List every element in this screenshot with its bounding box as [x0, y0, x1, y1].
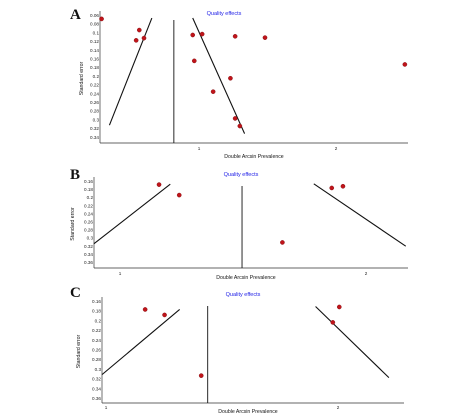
- x-axis-label: Double Arcsin Prevalence: [218, 409, 278, 415]
- funnel-right-line: [192, 17, 246, 134]
- study-point: [210, 89, 216, 94]
- x-tick-label: 2: [335, 146, 338, 151]
- study-point: [133, 38, 139, 43]
- x-tick-label: 2: [365, 271, 368, 276]
- x-tick-label: 1: [119, 271, 122, 276]
- study-point: [336, 304, 342, 310]
- funnel-left-line: [93, 183, 171, 245]
- chart-title: Quality effects: [224, 172, 259, 178]
- y-tick-label: 0.28: [90, 109, 99, 114]
- y-tick-label: 0.24: [90, 91, 99, 96]
- y-tick-label: 0.36: [84, 260, 93, 265]
- study-point: [176, 192, 182, 198]
- study-point: [136, 27, 142, 33]
- y-tick-label: 0.3: [93, 117, 100, 122]
- funnel-left-line: [101, 309, 181, 376]
- y-tick-label: 0.3: [95, 367, 102, 372]
- study-point: [329, 185, 335, 191]
- y-tick-label: 0.28: [92, 357, 101, 362]
- y-tick-label: 0.18: [84, 187, 93, 192]
- funnel-panel-c: C Quality effects 0.16 0.18 0.2 0.22 0.24 0.26 0…: [70, 285, 404, 415]
- y-tick-label: 0.22: [90, 83, 99, 88]
- funnel-right-line: [315, 306, 390, 379]
- y-tick-label: 0.08: [90, 22, 99, 27]
- y-tick-label: 0.12: [90, 39, 99, 44]
- study-point: [232, 116, 238, 121]
- y-tick-label: 0.18: [92, 309, 101, 314]
- y-axis-label: Standard error: [79, 62, 85, 96]
- y-tick-label: 0.34: [84, 252, 93, 257]
- funnel-right-line: [313, 183, 407, 247]
- panel-label: C: [70, 285, 81, 301]
- y-tick-label: 0.22: [84, 203, 93, 208]
- study-point: [228, 75, 233, 81]
- chart-title: Quality effects: [226, 292, 261, 298]
- study-point: [198, 373, 204, 378]
- y-tick-label: 0.18: [90, 65, 99, 70]
- study-point: [191, 58, 197, 64]
- study-point: [340, 183, 346, 189]
- y-tick-label: 0.2: [95, 318, 102, 323]
- x-tick-label: 2: [337, 405, 340, 410]
- y-tick-label: 0.1: [93, 30, 100, 35]
- y-axis-label: Standard error: [70, 207, 76, 241]
- study-point: [190, 32, 196, 38]
- panel-label: A: [70, 7, 81, 23]
- y-tick-label: 0.14: [90, 48, 99, 53]
- y-tick-label: 0.36: [92, 396, 101, 401]
- y-tick-label: 0.32: [92, 377, 101, 382]
- funnel-panel-a: A Quality effects 0.06 0.08 0.1 0.12 0.14 0.16 0…: [70, 7, 408, 160]
- study-point: [402, 62, 408, 67]
- y-tick-label: 0.22: [92, 328, 101, 333]
- study-point: [141, 35, 147, 41]
- y-tick-label: 0.3: [87, 236, 94, 241]
- y-tick-label: 0.2: [93, 74, 100, 79]
- y-tick-label: 0.26: [92, 348, 101, 353]
- y-tick-label: 0.2: [87, 195, 94, 200]
- y-tick-label: 0.16: [90, 57, 99, 62]
- study-point: [330, 320, 336, 325]
- study-point: [142, 307, 148, 312]
- panel-label: B: [70, 167, 80, 183]
- x-tick-label: 1: [105, 405, 108, 410]
- study-point: [237, 123, 243, 129]
- x-tick-label: 1: [198, 146, 201, 151]
- x-axis-label: Double Arcsin Prevalence: [216, 275, 276, 281]
- y-tick-label: 0.32: [90, 126, 99, 131]
- y-tick-label: 0.16: [92, 299, 101, 304]
- y-tick-label: 0.28: [84, 228, 93, 233]
- y-tick-label: 0.32: [84, 244, 93, 249]
- study-point: [232, 34, 238, 39]
- y-tick-label: 0.24: [84, 211, 93, 216]
- study-point: [156, 182, 162, 187]
- study-point: [162, 312, 167, 318]
- y-tick-label: 0.34: [90, 135, 99, 140]
- y-tick-label: 0.24: [92, 338, 101, 343]
- y-tick-label: 0.06: [90, 13, 99, 18]
- study-point: [199, 31, 205, 37]
- y-tick-label: 0.26: [84, 220, 93, 225]
- y-tick-label: 0.34: [92, 386, 101, 391]
- y-tick-label: 0.16: [84, 179, 93, 184]
- funnel-panel-b: B Quality effects 0.16 0.18 0.2 0.22 0.24 0.26 0…: [70, 167, 408, 281]
- funnel-left-line: [108, 17, 153, 126]
- x-axis-label: Double Arcsin Prevalence: [224, 154, 284, 160]
- chart-title: Quality effects: [207, 11, 242, 17]
- study-point: [262, 35, 268, 40]
- y-axis-label: Standard error: [76, 335, 82, 369]
- study-point: [280, 240, 285, 245]
- y-tick-label: 0.26: [90, 100, 99, 105]
- study-point: [99, 16, 104, 22]
